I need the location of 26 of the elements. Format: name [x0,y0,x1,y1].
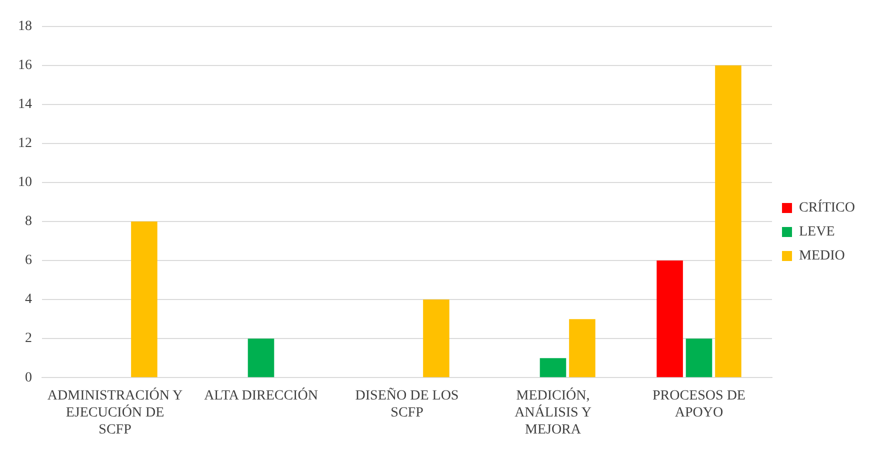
bar [715,65,742,378]
y-tick-label: 0 [25,370,32,386]
bar [540,358,566,378]
x-tick-label: MEDICIÓN, ANÁLISIS Y MEJORA [514,386,592,438]
x-tick-label: DISEÑO DE LOS SCFP [355,388,459,420]
y-tick-label: 12 [18,136,32,152]
bar [248,338,274,378]
y-tick-label: 14 [18,97,32,112]
bar [131,222,158,378]
bar [423,300,450,378]
legend-label: LEVE [799,224,835,240]
y-tick-label: 10 [18,175,32,190]
x-tick-label: ALTA DIRECCIÓN [204,386,318,404]
bar [656,260,683,378]
y-tick-label: 16 [18,58,32,74]
y-tick-label: 18 [18,19,32,34]
legend-label: MEDIO [799,248,845,264]
y-tick-label: 4 [25,292,32,308]
y-tick-label: 6 [25,253,32,268]
bar [569,319,596,378]
y-tick-label: 2 [25,331,32,346]
legend-label: CRÍTICO [799,198,855,216]
bar [686,338,712,378]
x-tick-label: ADMINISTRACIÓN Y EJECUCIÓN DE SCFP [47,386,183,438]
x-tick-label: PROCESOS DE APOYO [652,388,746,420]
y-tick-label: 8 [25,214,32,230]
